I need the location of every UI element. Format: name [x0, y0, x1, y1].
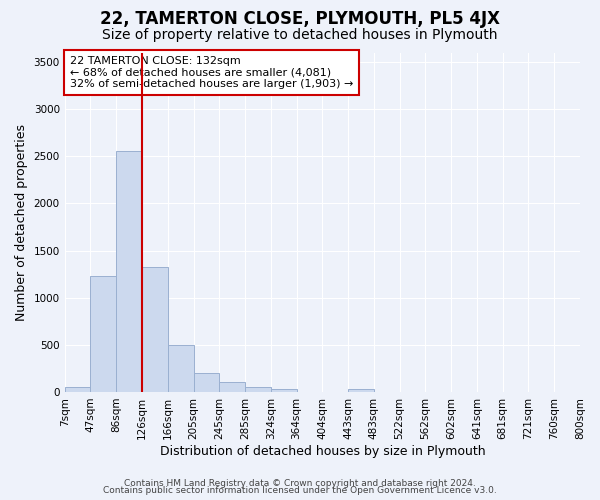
Text: Contains public sector information licensed under the Open Government Licence v3: Contains public sector information licen…	[103, 486, 497, 495]
Bar	[245, 387, 271, 392]
Bar	[348, 389, 374, 392]
Bar	[168, 345, 193, 392]
Text: Contains HM Land Registry data © Crown copyright and database right 2024.: Contains HM Land Registry data © Crown c…	[124, 478, 476, 488]
X-axis label: Distribution of detached houses by size in Plymouth: Distribution of detached houses by size …	[160, 444, 485, 458]
Bar	[142, 266, 168, 392]
Bar	[193, 373, 219, 392]
Bar	[91, 276, 116, 392]
Bar	[65, 387, 91, 392]
Bar	[271, 389, 296, 392]
Y-axis label: Number of detached properties: Number of detached properties	[15, 124, 28, 320]
Bar	[219, 382, 245, 392]
Text: 22 TAMERTON CLOSE: 132sqm
← 68% of detached houses are smaller (4,081)
32% of se: 22 TAMERTON CLOSE: 132sqm ← 68% of detac…	[70, 56, 353, 89]
Bar	[116, 150, 142, 392]
Text: Size of property relative to detached houses in Plymouth: Size of property relative to detached ho…	[102, 28, 498, 42]
Text: 22, TAMERTON CLOSE, PLYMOUTH, PL5 4JX: 22, TAMERTON CLOSE, PLYMOUTH, PL5 4JX	[100, 10, 500, 28]
